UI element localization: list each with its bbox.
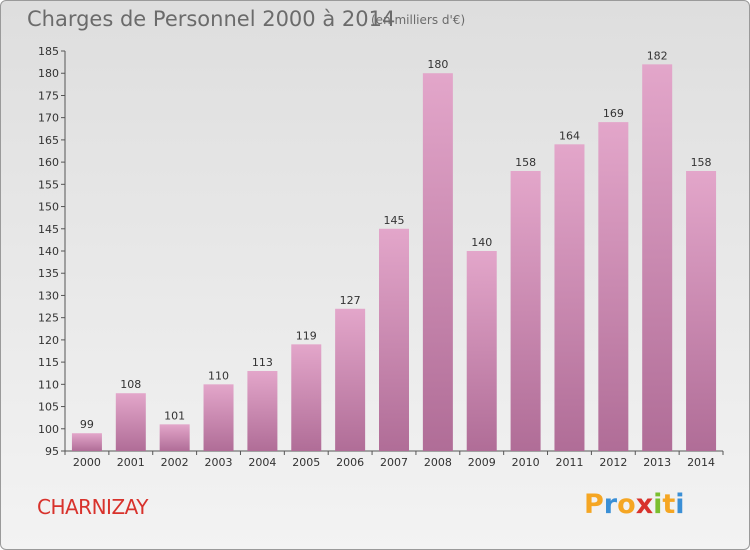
bar-value-label: 119 [296, 329, 317, 342]
commune-name: CHARNIZAY [37, 495, 149, 519]
y-tick-label: 155 [38, 178, 59, 191]
bar-value-label: 164 [559, 129, 580, 142]
bar-2007 [379, 228, 409, 451]
x-tick-label: 2001 [117, 456, 145, 469]
bar-2005 [291, 344, 322, 451]
bar-value-label: 127 [340, 294, 361, 307]
proxiti-logo: Proxiti [584, 489, 685, 520]
logo-letter: x [635, 489, 654, 520]
x-tick-label: 2003 [205, 456, 233, 469]
x-tick-label: 2012 [599, 456, 627, 469]
y-tick-label: 130 [38, 289, 59, 302]
logo-letter: i [675, 489, 685, 520]
y-tick-label: 140 [38, 245, 59, 258]
bar-2003 [203, 384, 234, 451]
logo-letter: t [662, 489, 676, 520]
bar-value-label: 110 [208, 369, 229, 382]
y-tick-label: 165 [38, 134, 59, 147]
bar-2014 [686, 171, 717, 451]
y-tick-label: 100 [38, 423, 59, 436]
bar-value-label: 158 [691, 156, 712, 169]
bar-2009 [466, 251, 497, 451]
bar-value-label: 99 [80, 418, 94, 431]
bar-value-label: 145 [384, 214, 405, 227]
x-tick-label: 2007 [380, 456, 408, 469]
logo-letter: r [603, 489, 618, 520]
bar-2006 [335, 308, 366, 451]
x-tick-label: 2008 [424, 456, 452, 469]
y-tick-label: 145 [38, 223, 59, 236]
bar-value-label: 182 [647, 49, 668, 62]
y-tick-label: 175 [38, 89, 59, 102]
y-tick-label: 95 [45, 445, 59, 458]
bar-2000 [71, 433, 102, 451]
y-tick-label: 115 [38, 356, 59, 369]
x-tick-label: 2013 [643, 456, 671, 469]
chart-title: Charges de Personnel 2000 à 2014 [27, 7, 396, 31]
y-tick-label: 110 [38, 378, 59, 391]
y-tick-label: 150 [38, 201, 59, 214]
bar-value-label: 113 [252, 356, 273, 369]
bar-2004 [247, 371, 278, 451]
bar-value-label: 101 [164, 409, 185, 422]
y-tick-label: 160 [38, 156, 59, 169]
x-tick-label: 2010 [512, 456, 540, 469]
bar-value-label: 180 [427, 58, 448, 71]
x-tick-label: 2006 [336, 456, 364, 469]
y-tick-label: 120 [38, 334, 59, 347]
bar-2011 [554, 144, 585, 452]
logo-letter: o [617, 489, 636, 520]
y-tick-label: 180 [38, 67, 59, 80]
bar-value-label: 140 [471, 236, 492, 249]
x-tick-label: 2002 [161, 456, 189, 469]
x-tick-label: 2009 [468, 456, 496, 469]
logo-letter: P [584, 489, 604, 520]
bar-2013 [642, 64, 673, 452]
y-tick-label: 125 [38, 312, 59, 325]
x-tick-label: 2011 [555, 456, 583, 469]
bar-2008 [422, 73, 453, 451]
bar-value-label: 158 [515, 156, 536, 169]
x-tick-label: 2005 [292, 456, 320, 469]
y-tick-label: 185 [38, 45, 59, 58]
bar-value-label: 108 [120, 378, 141, 391]
bar-2002 [159, 424, 190, 451]
x-tick-label: 2000 [73, 456, 101, 469]
bar-2001 [115, 393, 146, 451]
y-tick-label: 170 [38, 112, 59, 125]
bar-2010 [510, 171, 541, 451]
x-tick-label: 2004 [248, 456, 276, 469]
logo-letter: i [653, 489, 663, 520]
y-tick-label: 135 [38, 267, 59, 280]
y-tick-label: 105 [38, 401, 59, 414]
chart-subtitle: (en milliers d'€) [371, 13, 466, 27]
bar-2012 [598, 122, 629, 451]
x-tick-label: 2014 [687, 456, 715, 469]
bar-value-label: 169 [603, 107, 624, 120]
